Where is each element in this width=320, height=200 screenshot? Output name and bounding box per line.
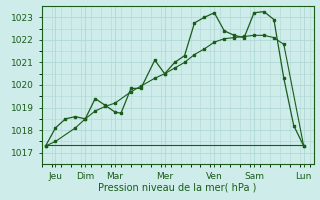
X-axis label: Pression niveau de la mer( hPa ): Pression niveau de la mer( hPa )	[99, 182, 257, 192]
